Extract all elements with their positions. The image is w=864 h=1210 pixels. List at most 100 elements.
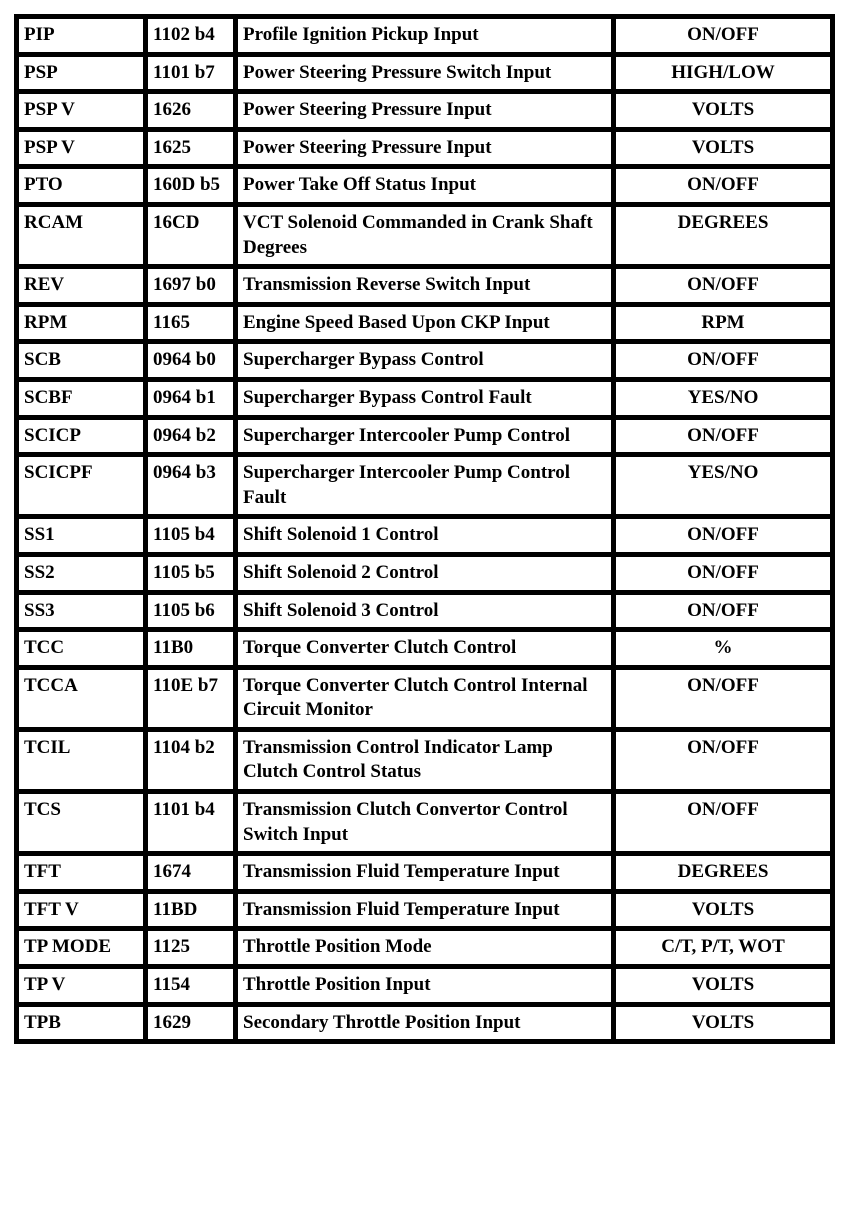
pid-id-cell: 1102 b4 [143,14,238,57]
unit-cell: VOLTS [611,89,835,132]
unit-cell: ON/OFF [611,726,835,795]
unit-cell: C/T, P/T, WOT [611,926,835,970]
pid-name-cell: SS2 [14,551,148,595]
table-row: TP MODE 1125 Throttle Position Mode C/T, P/… [14,926,835,970]
pid-name-cell: TCC [14,627,148,670]
description-cell: Torque Converter Clutch Control [233,627,616,670]
unit-cell: % [611,627,835,670]
table-row: SCICPF 0964 b3 Supercharger Intercooler Pu… [14,452,835,520]
table-row: PTO 160D b5 Power Take Off Status Input ON/… [14,164,835,207]
description-cell: Torque Converter Clutch Control Internal… [233,664,616,732]
description-cell: Power Take Off Status Input [233,164,616,207]
pid-name-cell: TFT V [14,888,148,932]
description-cell: Power Steering Pressure Input [233,126,616,170]
table-row: TCC 11B0 Torque Converter Clutch Control% [14,627,835,670]
description-cell: Power Steering Pressure Input [233,89,616,132]
pid-table: PIP 1102 b4 Profile Ignition Pickup Input O… [14,14,835,1045]
table-row: PSP V 1625 Power Steering Pressure Input VO… [14,126,835,170]
pid-id-cell: 160D b5 [143,164,238,207]
description-cell: VCT Solenoid Commanded in Crank Shaft De… [233,201,616,270]
unit-cell: VOLTS [611,888,835,932]
description-cell: Shift Solenoid 2 Control [233,551,616,595]
description-cell: Throttle Position Mode [233,926,616,970]
pid-name-cell: PSP V [14,89,148,132]
pid-id-cell: 1165 [143,301,238,345]
description-cell: Transmission Reverse Switch Input [233,264,616,307]
pid-id-cell: 1105 b5 [143,551,238,595]
pid-name-cell: SS1 [14,514,148,557]
pid-id-cell: 110E b7 [143,664,238,732]
pid-name-cell: TP MODE [14,926,148,970]
description-cell: Secondary Throttle Position Input [233,1001,616,1045]
unit-cell: VOLTS [611,964,835,1007]
description-cell: Supercharger Bypass Control Fault [233,376,616,420]
table-row: TFT V 11BD Transmission Fluid Temperature … [14,888,835,932]
pid-id-cell: 1105 b4 [143,514,238,557]
description-cell: Supercharger Intercooler Pump Control [233,414,616,458]
table-row: RCAM 16CD VCT Solenoid Commanded in Crank … [14,201,835,270]
pid-id-cell: 1697 b0 [143,264,238,307]
pid-id-cell: 1101 b7 [143,51,238,95]
pid-id-cell: 11BD [143,888,238,932]
pid-id-cell: 1101 b4 [143,789,238,857]
table-row: SCBF 0964 b1 Supercharger Bypass Control F… [14,376,835,420]
unit-cell: ON/OFF [611,551,835,595]
pid-name-cell: SCICP [14,414,148,458]
table-row: SCICP 0964 b2 Supercharger Intercooler Pum… [14,414,835,458]
unit-cell: HIGH/LOW [611,51,835,95]
unit-cell: YES/NO [611,376,835,420]
unit-cell: ON/OFF [611,264,835,307]
unit-cell: VOLTS [611,1001,835,1045]
pid-id-cell: 0964 b3 [143,452,238,520]
unit-cell: YES/NO [611,452,835,520]
unit-cell: ON/OFF [611,664,835,732]
description-cell: Transmission Fluid Temperature Input [233,888,616,932]
pid-name-cell: SCB [14,339,148,382]
unit-cell: RPM [611,301,835,345]
pid-name-cell: TCS [14,789,148,857]
pid-name-cell: REV [14,264,148,307]
pid-name-cell: SCBF [14,376,148,420]
pid-id-cell: 1625 [143,126,238,170]
pid-table-body: PIP 1102 b4 Profile Ignition Pickup Input O… [14,14,835,1045]
pid-id-cell: 0964 b1 [143,376,238,420]
table-row: SS3 1105 b6 Shift Solenoid 3 Control ON/OFF [14,589,835,633]
unit-cell: ON/OFF [611,164,835,207]
pid-name-cell: TP V [14,964,148,1007]
unit-cell: ON/OFF [611,789,835,857]
description-cell: Shift Solenoid 3 Control [233,589,616,633]
description-cell: Throttle Position Input [233,964,616,1007]
description-cell: Supercharger Bypass Control [233,339,616,382]
table-row: TPB 1629 Secondary Throttle Position Input… [14,1001,835,1045]
description-cell: Power Steering Pressure Switch Input [233,51,616,95]
unit-cell: DEGREES [611,851,835,894]
table-row: TFT 1674 Transmission Fluid Temperature In… [14,851,835,894]
table-row: PSP V 1626 Power Steering Pressure Input VO… [14,89,835,132]
description-cell: Shift Solenoid 1 Control [233,514,616,557]
pid-name-cell: SCICPF [14,452,148,520]
unit-cell: VOLTS [611,126,835,170]
pid-id-cell: 1674 [143,851,238,894]
pid-id-cell: 0964 b2 [143,414,238,458]
pid-id-cell: 11B0 [143,627,238,670]
pid-id-cell: 0964 b0 [143,339,238,382]
pid-name-cell: TPB [14,1001,148,1045]
table-row: PSP 1101 b7 Power Steering Pressure Switch… [14,51,835,95]
table-row: SS2 1105 b5 Shift Solenoid 2 Control ON/OFF [14,551,835,595]
table-row: TCS 1101 b4 Transmission Clutch Convertor … [14,789,835,857]
description-cell: Transmission Fluid Temperature Input [233,851,616,894]
pid-name-cell: TCIL [14,726,148,795]
description-cell: Transmission Clutch Convertor Control Sw… [233,789,616,857]
unit-cell: ON/OFF [611,339,835,382]
pid-id-cell: 1629 [143,1001,238,1045]
pid-id-cell: 1105 b6 [143,589,238,633]
description-cell: Transmission Control Indicator Lamp Clut… [233,726,616,795]
unit-cell: ON/OFF [611,14,835,57]
table-row: REV 1697 b0 Transmission Reverse Switch In… [14,264,835,307]
table-row: RPM 1165 Engine Speed Based Upon CKP Input… [14,301,835,345]
unit-cell: ON/OFF [611,414,835,458]
pid-name-cell: SS3 [14,589,148,633]
description-cell: Engine Speed Based Upon CKP Input [233,301,616,345]
pid-name-cell: PTO [14,164,148,207]
description-cell: Profile Ignition Pickup Input [233,14,616,57]
